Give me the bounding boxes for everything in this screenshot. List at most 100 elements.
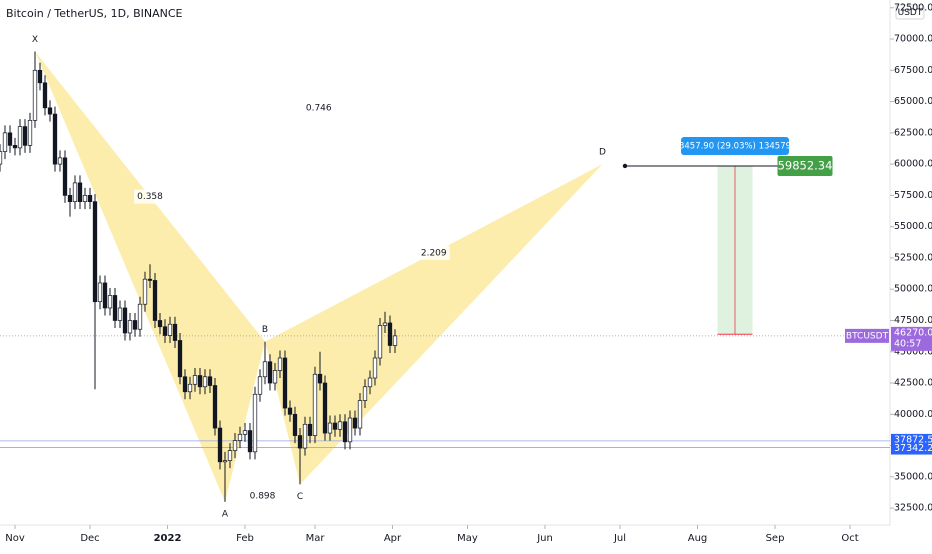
candle-body <box>12 145 18 149</box>
candle-body <box>32 69 38 121</box>
candle-body <box>162 326 168 336</box>
y-tick-label: 42500.00 <box>894 378 932 389</box>
y-tick-label: 35000.00 <box>894 471 932 482</box>
measure-label: 13457.90 (29.03%) 1345790 <box>674 141 797 151</box>
x-tick-label: Apr <box>384 533 402 544</box>
x-tick-label: Jul <box>613 533 626 544</box>
y-tick-label: 62500.00 <box>894 127 932 138</box>
candle-body <box>317 373 323 384</box>
candle-body <box>167 323 173 336</box>
candle-body <box>62 157 68 196</box>
candle-body <box>152 280 158 321</box>
y-tick-label: 70000.00 <box>894 34 932 45</box>
candle-body <box>332 422 338 430</box>
candle-body <box>127 320 133 334</box>
candle-body <box>17 126 23 149</box>
currency-box[interactable] <box>895 4 925 20</box>
candle-body <box>72 182 78 202</box>
x-tick-label: Nov <box>5 533 25 544</box>
candle-body <box>177 340 183 378</box>
x-tick-label: May <box>457 533 478 544</box>
candle-body <box>312 373 318 436</box>
y-tick-label: 52500.00 <box>894 252 932 263</box>
target-label: 59852.34 <box>778 158 833 172</box>
candle-body <box>322 382 328 434</box>
candle-body <box>252 393 258 453</box>
candle-body <box>147 278 153 281</box>
candle-body <box>187 383 193 393</box>
ray-anchor <box>622 163 628 169</box>
price-label: 46270.02 <box>894 327 932 338</box>
chart-title: Bitcoin / TetherUS, 1D, BINANCE <box>6 7 183 20</box>
candle-body <box>227 450 233 461</box>
candle-body <box>387 322 393 346</box>
x-tick-label: Mar <box>306 533 326 544</box>
candle-body <box>242 430 248 435</box>
candle-body <box>142 278 148 305</box>
y-tick-label: 57500.00 <box>894 190 932 201</box>
ratio-bg <box>417 245 450 260</box>
candle-body <box>2 132 8 152</box>
candle-body <box>22 126 28 146</box>
candle-body <box>232 440 238 451</box>
candle-body <box>272 370 278 384</box>
candle-body <box>357 400 363 429</box>
candle-body <box>122 307 128 334</box>
y-tick-label: 50000.00 <box>894 284 932 295</box>
candle-body <box>247 430 253 453</box>
price-label-bg <box>891 326 932 351</box>
y-tick-label: 32500.00 <box>894 503 932 514</box>
candle-body <box>382 322 388 326</box>
candle-body <box>87 195 93 202</box>
candle-body <box>102 282 108 309</box>
candle-body <box>77 182 83 202</box>
x-tick-label: Jun <box>536 533 553 544</box>
candle-body <box>392 335 398 346</box>
countdown: 40:57 <box>894 338 921 349</box>
y-tick-label: 47500.00 <box>894 315 932 326</box>
target-label-bg <box>777 155 833 176</box>
candle-body <box>372 357 378 379</box>
candle-body <box>107 295 113 309</box>
candle-body <box>202 376 208 388</box>
candle-body <box>262 361 268 378</box>
candle-body <box>297 435 303 449</box>
currency: USDT <box>898 8 923 18</box>
candle-body <box>347 417 353 443</box>
candle-body <box>117 307 123 321</box>
candle-body <box>182 376 188 393</box>
x-tick-label: Oct <box>841 533 858 544</box>
candle-body <box>367 377 373 388</box>
candle-body <box>207 376 213 386</box>
x-tick-label: Sep <box>766 533 785 544</box>
ratio-bg <box>246 489 279 504</box>
pattern-point-label: X <box>32 35 38 45</box>
pattern-point-label: B <box>262 325 268 335</box>
x-tick-label: Aug <box>688 533 708 544</box>
candle-body <box>267 361 273 384</box>
candle-body <box>7 132 13 146</box>
candle-body <box>377 325 383 359</box>
candle-body <box>27 119 33 146</box>
candle-body <box>42 82 48 109</box>
y-tick-label: 60000.00 <box>894 159 932 170</box>
candle-body <box>137 303 143 330</box>
candle-body <box>197 375 203 388</box>
candle-body <box>307 423 313 436</box>
candle-body <box>97 282 103 303</box>
candle-body <box>92 201 98 303</box>
candle-body <box>82 195 88 202</box>
y-tick-label: 67500.00 <box>894 65 932 76</box>
ratio-label: 2.209 <box>421 248 447 258</box>
candle-body <box>282 357 288 409</box>
candle-body <box>362 386 368 401</box>
candle-body <box>52 113 58 165</box>
pattern-point-label: A <box>222 509 229 519</box>
candle-body <box>132 320 138 330</box>
y-tick-label: 72500.00 <box>894 2 932 13</box>
symbol-label: BTCUSDT <box>846 331 889 341</box>
price-label: 37342.28 <box>894 443 932 454</box>
candle-body <box>0 151 3 165</box>
candle-body <box>47 107 53 115</box>
